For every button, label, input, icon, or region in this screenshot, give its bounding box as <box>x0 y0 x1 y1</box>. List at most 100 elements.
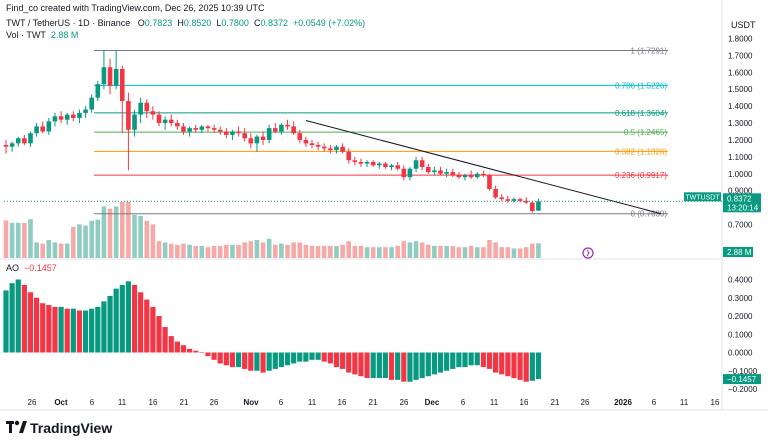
volume-bar <box>193 246 199 258</box>
price-tag-value: 0.8372 <box>727 194 752 203</box>
ao-bar <box>444 352 450 371</box>
symbol-title[interactable]: TWT / TetherUS · 1D · Binance <box>6 18 131 28</box>
candle-body <box>89 97 94 110</box>
ao-bar <box>144 299 150 353</box>
ao-bar <box>162 326 168 353</box>
candle-body <box>162 119 168 124</box>
time-axis-tick: 6 <box>279 398 284 407</box>
volume-bar <box>536 243 541 258</box>
ao-bar <box>217 352 223 364</box>
ao-bar <box>229 352 236 368</box>
volume-bar <box>119 202 125 258</box>
volume-bar <box>377 247 382 258</box>
symbol-tag-text: TWTUSDT <box>685 194 720 201</box>
volume-tag-value: 2.88 M <box>727 248 752 257</box>
low-value: 0.7800 <box>221 18 249 28</box>
ao-bar <box>205 352 211 357</box>
ao-bar <box>431 352 437 375</box>
ao-bar <box>113 288 119 353</box>
ao-bar <box>15 279 21 353</box>
ao-bar <box>235 352 242 368</box>
ao-bar <box>9 283 15 353</box>
ao-bar <box>254 352 260 371</box>
fib-level-label: 0.618 (1.3604) <box>615 109 667 118</box>
candle-body <box>187 128 192 132</box>
volume-bar <box>248 241 254 258</box>
time-axis-tick: 11 <box>680 398 689 407</box>
ao-bar <box>388 352 395 380</box>
candle-body <box>83 109 88 113</box>
volume-bar <box>199 246 205 258</box>
volume-bar <box>138 216 143 258</box>
ao-bar <box>333 352 340 368</box>
ao-bar <box>40 303 46 353</box>
ao-axis-tick: 0.0000 <box>728 349 753 358</box>
ao-bar <box>529 352 535 381</box>
time-axis-tick: 6 <box>90 398 95 407</box>
candle-body <box>401 168 407 178</box>
ao-bar <box>52 306 58 353</box>
volume-bar <box>15 222 21 258</box>
volume-bar <box>28 219 33 258</box>
volume-bar <box>321 246 327 258</box>
candle-body <box>71 114 76 118</box>
candle-body <box>407 168 413 178</box>
candle-body <box>224 131 229 135</box>
volume-legend[interactable]: Vol · TWT 2.88 M <box>6 31 78 40</box>
volume-bar <box>450 246 456 258</box>
ao-bar <box>284 352 291 366</box>
candle-body <box>254 136 260 144</box>
ao-bar <box>450 352 456 369</box>
candle-body <box>168 119 174 124</box>
candle-body <box>419 160 425 168</box>
ao-bar <box>297 352 303 362</box>
volume-bar <box>346 241 352 258</box>
ao-bar <box>199 352 205 353</box>
ao-axis-tick: 0.4000 <box>728 276 753 285</box>
ao-bar <box>382 352 389 379</box>
ao-bar <box>517 352 523 380</box>
fib-level-label: 0.382 (1.1326) <box>615 147 667 156</box>
time-axis-tick: 2026 <box>614 398 632 407</box>
ao-bar <box>407 352 413 382</box>
candle-body <box>15 138 21 144</box>
ao-bar <box>340 352 346 369</box>
volume-bar <box>493 242 498 258</box>
volume-bar <box>83 225 88 258</box>
volume-bar <box>168 243 174 258</box>
ao-bar <box>248 352 254 371</box>
time-axis-tick: Oct <box>54 398 68 407</box>
volume-bar <box>413 241 419 258</box>
candle-body <box>413 160 419 169</box>
candle-body <box>22 138 27 144</box>
candle-body <box>487 175 492 189</box>
ao-bar <box>174 341 180 353</box>
candle-body <box>315 145 321 147</box>
ao-bar <box>27 292 34 353</box>
volume-bar <box>474 247 480 258</box>
volume-bar <box>401 241 407 258</box>
volume-bar <box>481 247 486 258</box>
ao-bar <box>309 352 315 360</box>
time-axis-tick: 26 <box>28 398 37 407</box>
ao-bar <box>138 292 144 353</box>
candle-body <box>77 112 82 118</box>
fib-level-label: 0 (0.7639) <box>631 210 668 219</box>
ao-bar <box>211 352 217 360</box>
volume-bar <box>156 241 162 258</box>
ao-legend[interactable]: AO −0.1457 <box>6 264 57 273</box>
price-axis-tick: 1.1000 <box>728 153 753 162</box>
volume-bar <box>236 244 241 258</box>
ao-bar <box>462 352 468 368</box>
ao-bar <box>193 350 199 353</box>
volume-bar <box>395 246 400 258</box>
volume-bar <box>523 247 529 258</box>
ao-bar <box>70 308 76 353</box>
ao-bar <box>413 352 419 380</box>
candle-body <box>52 116 58 122</box>
candle-body <box>389 165 394 168</box>
candle-body <box>236 131 241 134</box>
volume-label: Vol · TWT <box>6 30 46 40</box>
ao-bar <box>278 352 284 368</box>
